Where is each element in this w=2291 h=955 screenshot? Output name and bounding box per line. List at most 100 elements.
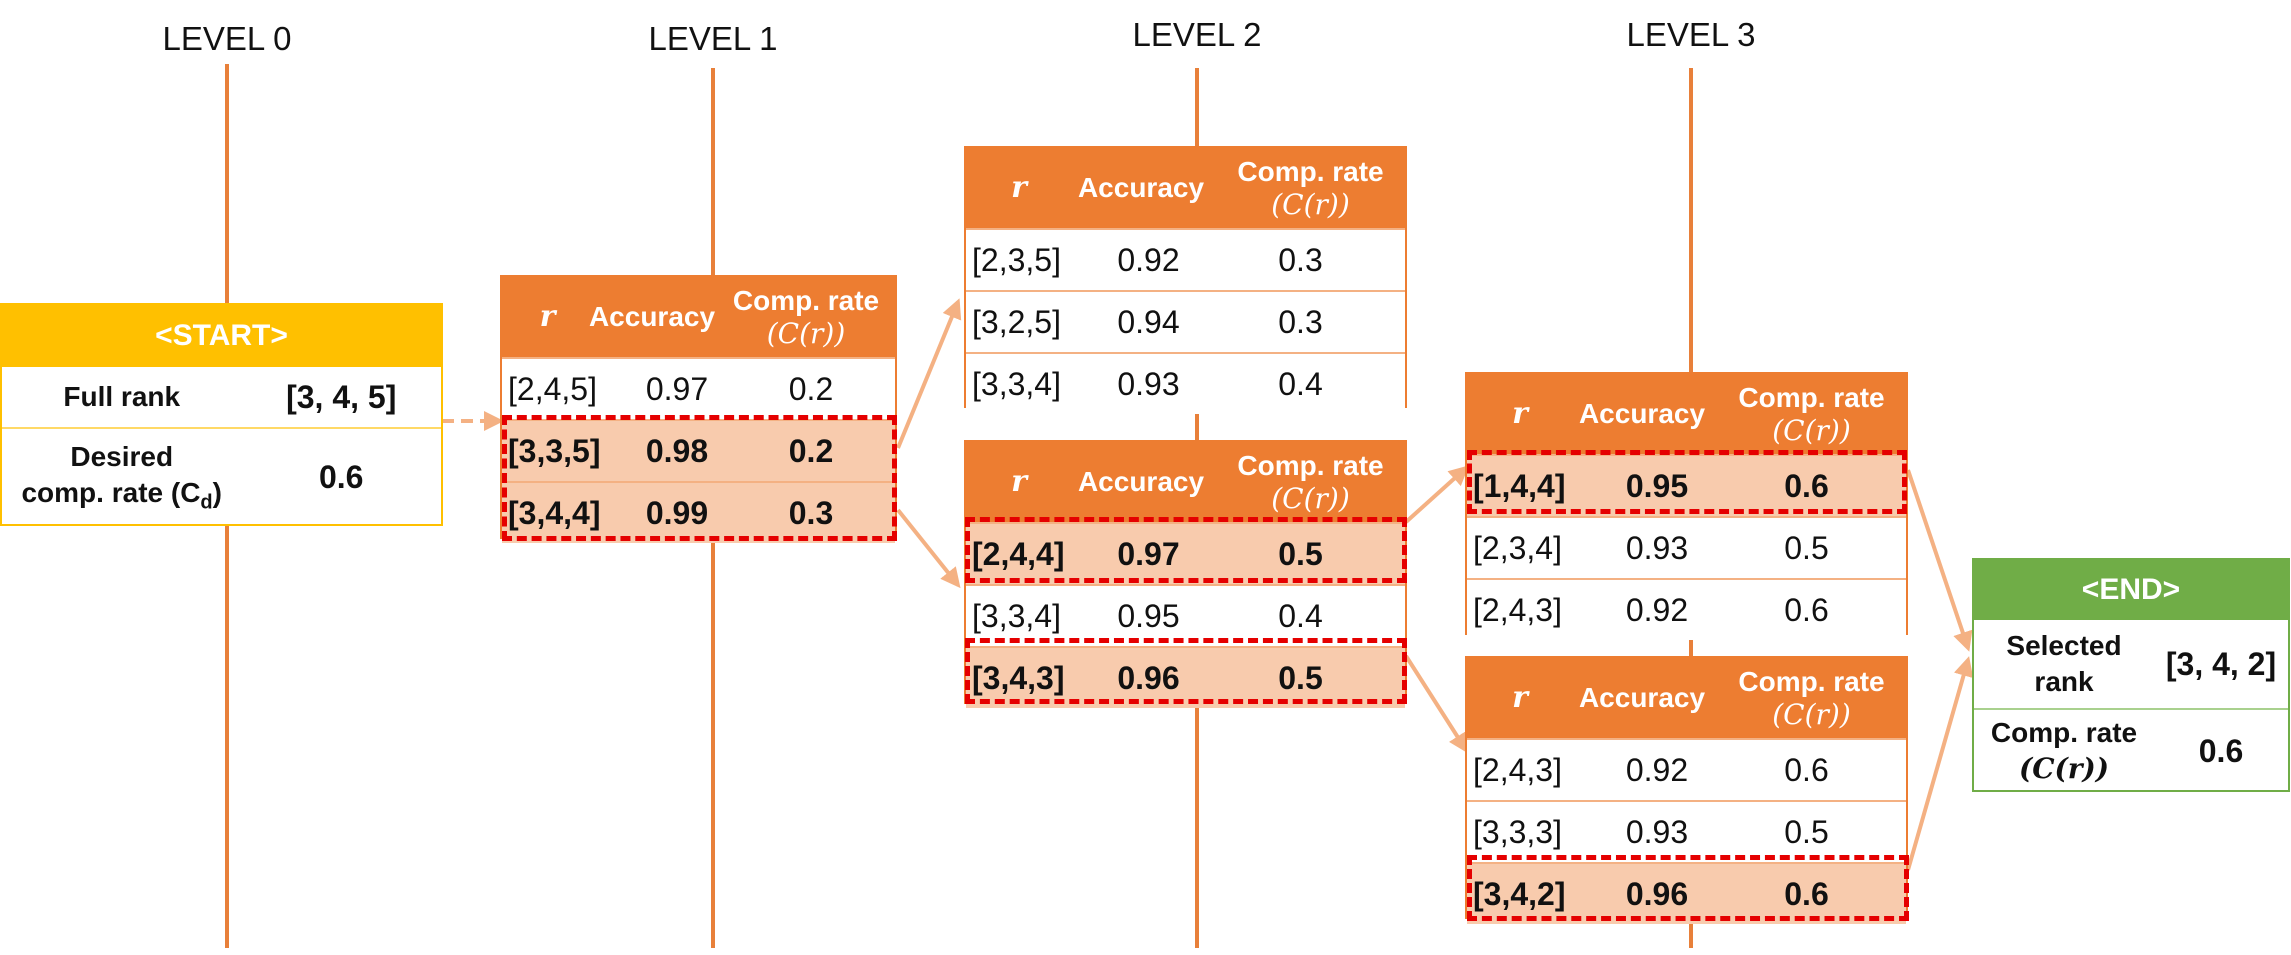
comp-rate-cell: 0.6 xyxy=(1784,875,1829,912)
level3a-table-header: r Accuracy Comp. rate (C(r)) xyxy=(1467,374,1906,454)
r-header: r xyxy=(1512,396,1528,432)
comp-rate-header-text: Comp. rate xyxy=(1738,665,1885,697)
table-row-highlighted: [3,4,4] 0.99 0.3 xyxy=(502,481,895,543)
comp-rate-header: Comp. rate (C(r)) xyxy=(1717,381,1906,447)
accuracy-cell: 0.99 xyxy=(645,494,709,531)
comp-rate-header: Comp. rate (C(r)) xyxy=(717,284,895,350)
accuracy-cell: 0.93 xyxy=(1117,365,1180,402)
comp-rate-header-text: Comp. rate xyxy=(1738,381,1885,413)
accuracy-cell: 0.93 xyxy=(1625,529,1689,566)
table-row-highlighted: [2,4,4] 0.97 0.5 xyxy=(966,522,1405,584)
table-row: [2,3,5] 0.92 0.3 xyxy=(966,228,1405,290)
accuracy-cell: 0.92 xyxy=(1117,241,1180,278)
end-comp-rate-value: 0.6 xyxy=(2198,732,2244,769)
desired-rate-label: Desired comp. rate (Cd) xyxy=(2,439,241,516)
comp-rate-cell: 0.5 xyxy=(1784,529,1829,566)
level3b-table-header: r Accuracy Comp. rate (C(r)) xyxy=(1467,658,1906,738)
comp-rate-cell: 0.2 xyxy=(788,432,834,469)
table-row: [2,4,3] 0.92 0.6 xyxy=(1467,578,1906,640)
comp-rate-header: Comp. rate (C(r)) xyxy=(1216,449,1405,515)
level-0-label: LEVEL 0 xyxy=(162,20,292,57)
rank-cell: [2,3,4] xyxy=(1473,529,1562,566)
selected-rank-label-line1: Selected xyxy=(2006,629,2122,661)
comp-rate-formula: (C(r)) xyxy=(1271,188,1350,221)
full-rank-row: Full rank [3, 4, 5] xyxy=(2,367,441,427)
end-title: <END> xyxy=(1974,560,2288,620)
table-row: [3,2,5] 0.94 0.3 xyxy=(966,290,1405,352)
accuracy-cell: 0.92 xyxy=(1625,751,1689,788)
desired-rate-value: 0.6 xyxy=(318,459,364,495)
r-header: r xyxy=(539,299,556,335)
comp-rate-header-text: Comp. rate xyxy=(1237,449,1384,481)
level2-table-a: r Accuracy Comp. rate (C(r)) [2,3,5] 0.92… xyxy=(964,146,1407,414)
start-title: <START> xyxy=(2,305,441,367)
comp-rate-cell: 0.4 xyxy=(1278,365,1323,402)
full-rank-label: Full rank xyxy=(63,380,181,412)
comp-rate-formula: (C(r)) xyxy=(1772,414,1851,447)
comp-rate-header-text: Comp. rate xyxy=(1237,155,1384,187)
rank-cell: [2,4,3] xyxy=(1473,591,1562,628)
r-header: r xyxy=(1011,170,1027,206)
accuracy-cell: 0.97 xyxy=(645,370,709,407)
comp-rate-cell: 0.6 xyxy=(1784,591,1829,628)
desired-rate-subscript: d xyxy=(200,491,213,514)
level2b-table-header: r Accuracy Comp. rate (C(r)) xyxy=(966,442,1405,522)
comp-rate-cell: 0.4 xyxy=(1278,597,1323,634)
comp-rate-cell: 0.5 xyxy=(1278,535,1323,572)
comp-rate-header: Comp. rate (C(r)) xyxy=(1717,665,1906,731)
rank-cell: [3,3,5] xyxy=(508,432,601,469)
level3-table-a: r Accuracy Comp. rate (C(r)) [1,4,4] 0.95… xyxy=(1465,372,1908,640)
level-2-label: LEVEL 2 xyxy=(1132,16,1262,53)
accuracy-cell: 0.93 xyxy=(1625,813,1689,850)
table-row: [3,3,3] 0.93 0.5 xyxy=(1467,800,1906,862)
selected-rank-label-line2: rank xyxy=(2034,666,2094,697)
comp-rate-cell: 0.3 xyxy=(788,494,834,531)
end-comp-rate-label: Comp. rate (C(r)) xyxy=(1974,715,2154,788)
accuracy-cell: 0.97 xyxy=(1117,535,1180,572)
rank-cell: [3,3,3] xyxy=(1473,813,1562,850)
comp-rate-cell: 0.6 xyxy=(1784,751,1829,788)
rank-cell: [1,4,4] xyxy=(1473,467,1566,504)
comp-rate-cell: 0.3 xyxy=(1278,241,1323,278)
comp-rate-cell: 0.2 xyxy=(788,370,834,407)
rank-cell: [3,3,4] xyxy=(972,365,1061,402)
level3-table-b: r Accuracy Comp. rate (C(r)) [2,4,3] 0.92… xyxy=(1465,656,1908,924)
comp-rate-cell: 0.5 xyxy=(1784,813,1829,850)
arrow-343-to-l3b xyxy=(1404,654,1469,754)
arrow-342-to-end xyxy=(1906,656,1974,871)
selected-rank-value: [3, 4, 2] xyxy=(2165,645,2277,682)
rank-cell: [3,2,5] xyxy=(972,303,1061,340)
table-row: [2,4,3] 0.92 0.6 xyxy=(1467,738,1906,800)
r-header: r xyxy=(1011,464,1027,500)
accuracy-cell: 0.96 xyxy=(1117,659,1180,696)
start-box: <START> Full rank [3, 4, 5] Desired comp… xyxy=(0,303,443,526)
end-comp-rate-label-line1: Comp. rate xyxy=(1990,716,2138,748)
r-header: r xyxy=(1512,680,1528,716)
accuracy-cell: 0.92 xyxy=(1625,591,1689,628)
level-1-label: LEVEL 1 xyxy=(648,20,778,57)
accuracy-header: Accuracy xyxy=(1578,682,1706,714)
comp-rate-cell: 0.6 xyxy=(1784,467,1829,504)
end-box: <END> Selected rank [3, 4, 2] Comp. rate… xyxy=(1972,558,2290,792)
table-row: [2,3,4] 0.93 0.5 xyxy=(1467,516,1906,578)
rank-cell: [3,4,4] xyxy=(508,494,601,531)
accuracy-header: Accuracy xyxy=(1077,172,1205,204)
level1-table: r Accuracy Comp. rate (C(r)) [2,4,5] 0.97… xyxy=(500,275,897,543)
desired-rate-label-line1: Desired xyxy=(70,441,174,472)
accuracy-header: Accuracy xyxy=(1578,398,1706,430)
rank-cell: [3,4,2] xyxy=(1473,875,1566,912)
level-3-label: LEVEL 3 xyxy=(1626,16,1756,53)
desired-rate-label-close: ) xyxy=(212,477,222,509)
table-row: [2,4,5] 0.97 0.2 xyxy=(502,357,895,419)
table-row-highlighted: [3,3,5] 0.98 0.2 xyxy=(502,419,895,481)
desired-rate-row: Desired comp. rate (Cd) 0.6 xyxy=(2,427,441,526)
selected-rank-row: Selected rank [3, 4, 2] xyxy=(1974,620,2288,708)
arrow-144-to-end xyxy=(1906,469,1973,652)
full-rank-value: [3, 4, 5] xyxy=(286,378,397,415)
arrow-344-to-l2b xyxy=(896,508,961,589)
level1-table-header: r Accuracy Comp. rate (C(r)) xyxy=(502,277,895,357)
comp-rate-cell: 0.3 xyxy=(1278,303,1323,340)
desired-rate-label-text: comp. rate (C xyxy=(21,477,201,509)
accuracy-cell: 0.98 xyxy=(645,432,709,469)
